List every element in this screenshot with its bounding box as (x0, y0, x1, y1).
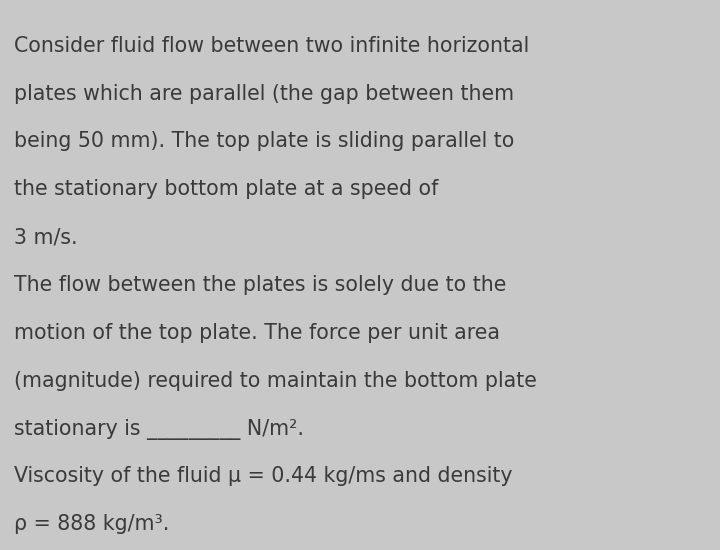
Text: (magnitude) required to maintain the bottom plate: (magnitude) required to maintain the bot… (14, 371, 537, 390)
Text: ρ = 888 kg/m³.: ρ = 888 kg/m³. (14, 514, 170, 534)
Text: plates which are parallel (the gap between them: plates which are parallel (the gap betwe… (14, 84, 515, 103)
Text: stationary is _________ N/m².: stationary is _________ N/m². (14, 419, 305, 439)
Text: Viscosity of the fluid μ = 0.44 kg/ms and density: Viscosity of the fluid μ = 0.44 kg/ms an… (14, 466, 513, 486)
Text: motion of the top plate. The force per unit area: motion of the top plate. The force per u… (14, 323, 500, 343)
Text: Consider fluid flow between two infinite horizontal: Consider fluid flow between two infinite… (14, 36, 530, 56)
Text: being 50 mm). The top plate is sliding parallel to: being 50 mm). The top plate is sliding p… (14, 131, 515, 151)
Text: the stationary bottom plate at a speed of: the stationary bottom plate at a speed o… (14, 179, 438, 199)
Text: The flow between the plates is solely due to the: The flow between the plates is solely du… (14, 275, 507, 295)
Text: 3 m/s.: 3 m/s. (14, 227, 78, 247)
